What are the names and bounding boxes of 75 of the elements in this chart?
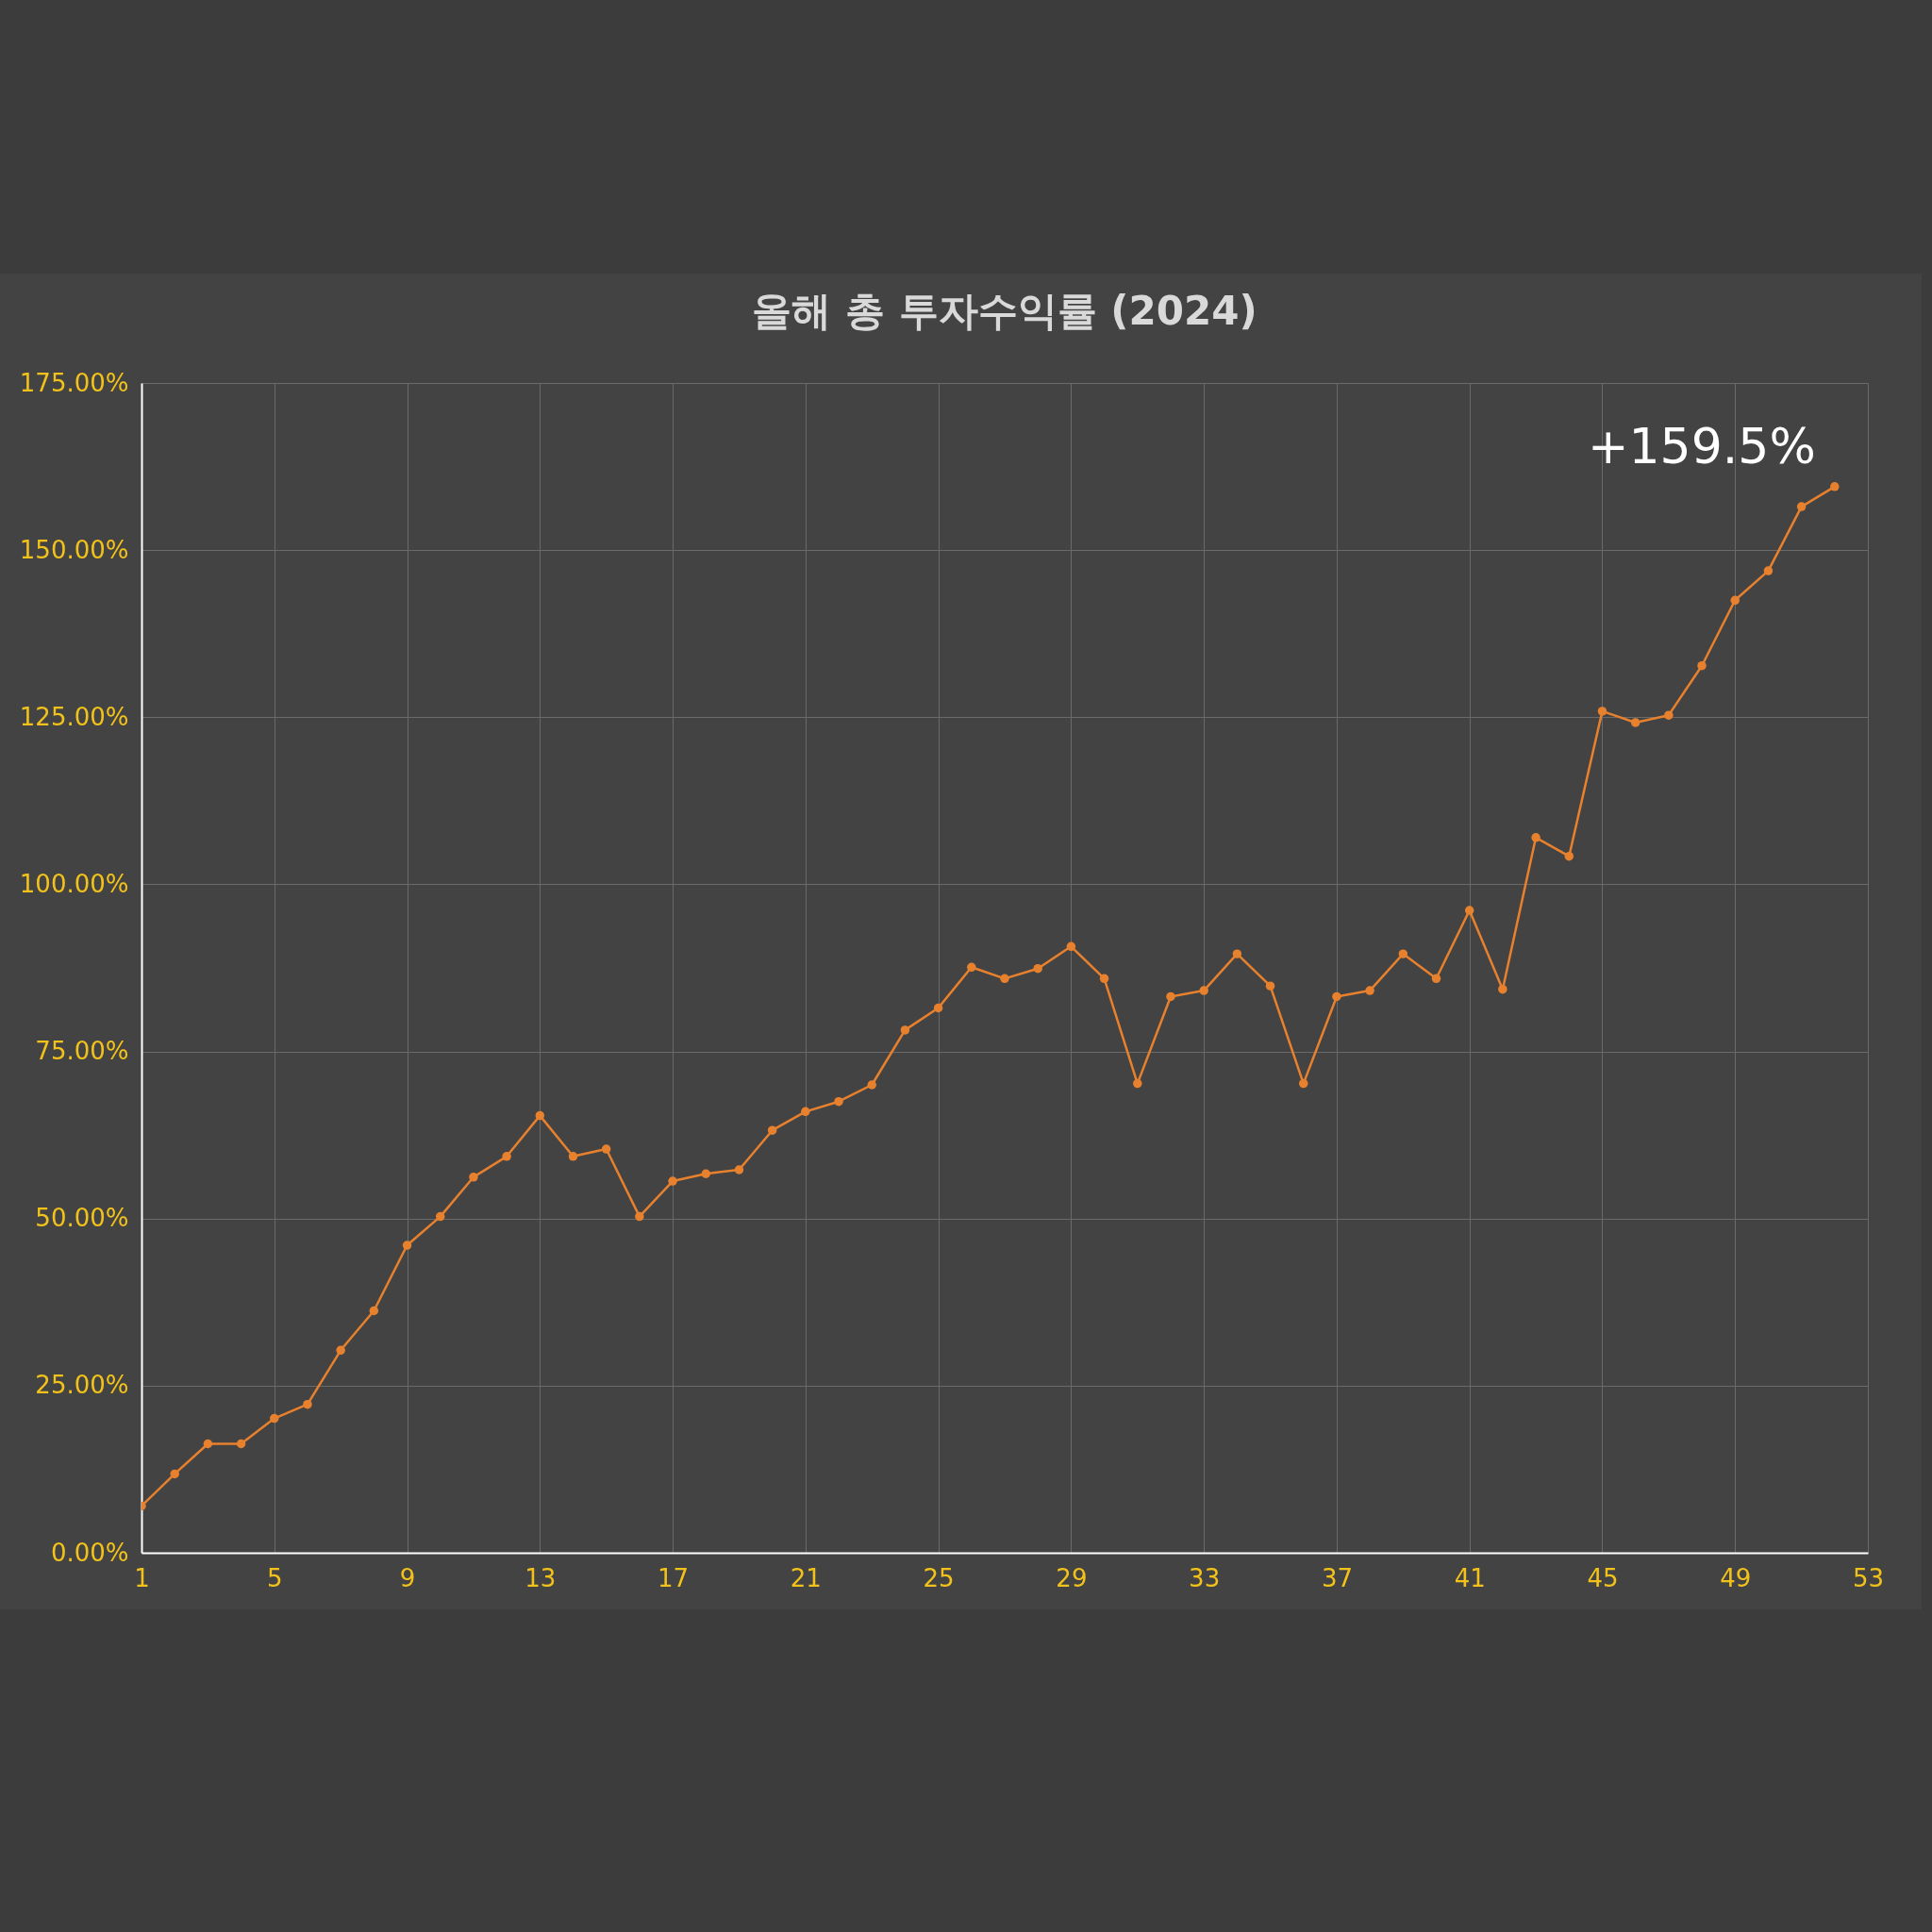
point (270, 1413, 279, 1424)
point (1000, 974, 1009, 984)
point (203, 1439, 213, 1449)
x-tick-label: 53 (1852, 1563, 1885, 1592)
y-tick-label: 0.00% (50, 1538, 129, 1567)
point (1099, 974, 1109, 984)
point (1298, 1078, 1308, 1089)
point (1431, 974, 1441, 984)
x-tick-label: 9 (399, 1563, 416, 1592)
point (1464, 906, 1474, 915)
point (1265, 981, 1275, 991)
point (1332, 991, 1341, 1002)
annotation: +159.5% (1587, 417, 1816, 475)
point (1763, 566, 1774, 575)
point (435, 1211, 445, 1222)
point (701, 1169, 711, 1178)
point (1630, 718, 1641, 727)
point (1730, 595, 1740, 606)
y-tick-label: 75.00% (35, 1037, 129, 1066)
x-tick-label: 29 (1056, 1563, 1088, 1592)
point (601, 1144, 611, 1154)
point (303, 1399, 312, 1409)
point (1166, 991, 1175, 1002)
point (236, 1439, 246, 1449)
point (1498, 984, 1507, 994)
point (867, 1080, 876, 1090)
x-tick-label: 41 (1454, 1563, 1486, 1592)
y-tick-label: 100.00% (19, 869, 129, 898)
point (1133, 1078, 1142, 1089)
point (336, 1345, 345, 1356)
point (1664, 710, 1674, 720)
y-tick-label: 25.00% (35, 1371, 129, 1400)
point (1830, 482, 1840, 491)
point (1365, 986, 1374, 995)
point (1033, 963, 1042, 974)
point (1796, 502, 1807, 511)
point (535, 1110, 545, 1121)
chart-title: 올해 총 투자수익률 (2024) (752, 288, 1257, 334)
point (1531, 833, 1541, 842)
point (502, 1152, 511, 1161)
point (1597, 707, 1607, 716)
x-tick-label: 25 (923, 1563, 955, 1592)
point (1232, 949, 1242, 958)
point (402, 1241, 412, 1250)
point (1398, 949, 1408, 958)
point (734, 1165, 744, 1174)
point (801, 1107, 810, 1117)
point (1697, 660, 1707, 671)
x-tick-label: 21 (790, 1563, 822, 1592)
point (635, 1211, 644, 1222)
x-tick-label: 33 (1189, 1563, 1221, 1592)
y-tick-label: 50.00% (35, 1204, 129, 1233)
x-tick-label: 5 (267, 1563, 283, 1592)
point (668, 1176, 677, 1186)
x-tick-label: 1 (134, 1563, 150, 1592)
point (170, 1469, 179, 1479)
x-tick-label: 45 (1587, 1563, 1619, 1592)
x-tick-label: 13 (525, 1563, 557, 1592)
point (1066, 941, 1076, 952)
point (369, 1306, 379, 1316)
point (469, 1173, 478, 1182)
point (767, 1125, 777, 1135)
point (1564, 851, 1574, 861)
x-tick-label: 17 (658, 1563, 690, 1592)
point (900, 1025, 910, 1035)
y-tick-label: 150.00% (19, 535, 129, 564)
point (834, 1096, 843, 1107)
x-tick-label: 49 (1720, 1563, 1752, 1592)
y-tick-label: 125.00% (19, 702, 129, 731)
point (967, 962, 976, 973)
point (568, 1152, 578, 1161)
point (1199, 986, 1208, 995)
y-tick-label: 175.00% (19, 368, 129, 397)
point (933, 1003, 943, 1013)
x-tick-label: 37 (1321, 1563, 1353, 1592)
